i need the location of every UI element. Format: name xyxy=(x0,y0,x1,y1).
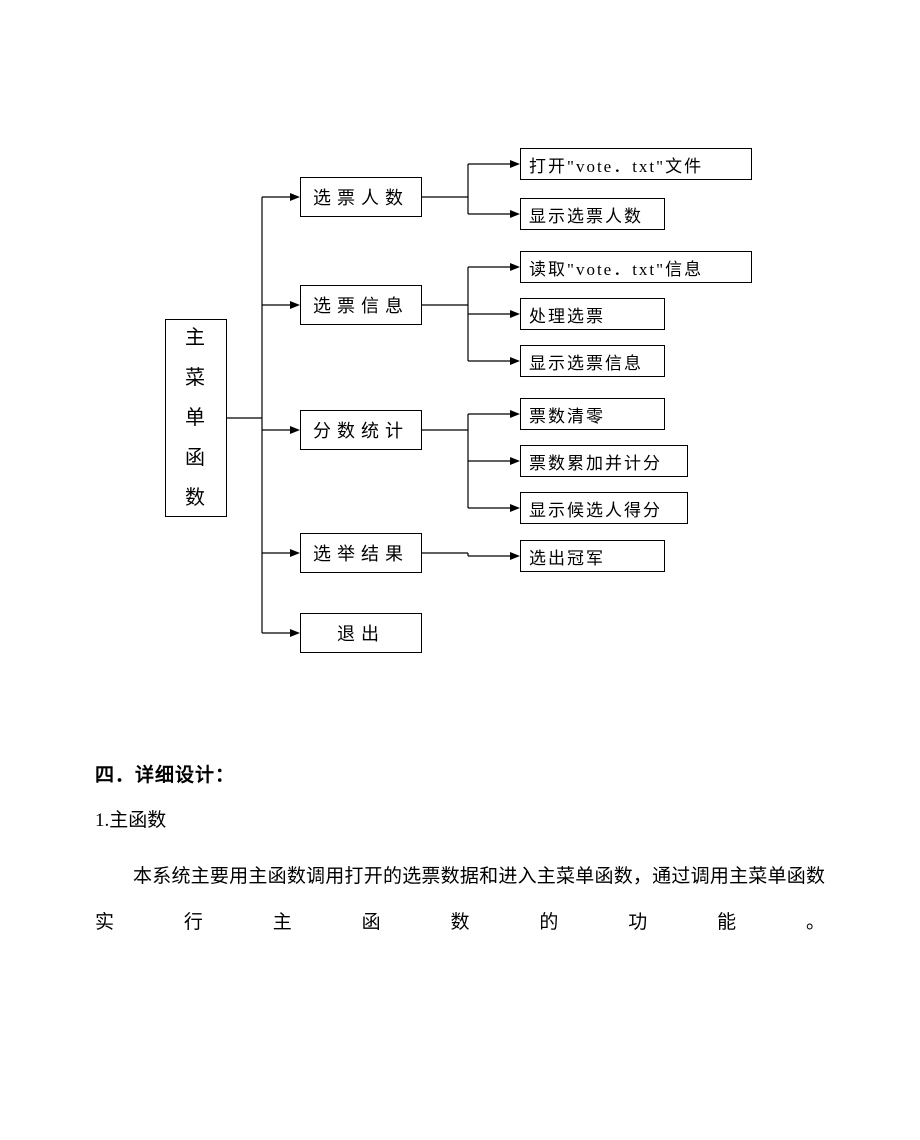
leaf-node: 显示选票人数 xyxy=(520,198,665,230)
leaf-node: 选出冠军 xyxy=(520,540,665,572)
section-title: 四．详细设计： xyxy=(95,760,825,787)
mid-node: 选票信息 xyxy=(300,285,422,325)
root-node-char: 单 xyxy=(185,398,207,438)
root-node-char: 菜 xyxy=(185,358,207,398)
leaf-node: 显示候选人得分 xyxy=(520,492,688,524)
subheading: 1.主函数 xyxy=(95,805,825,832)
hierarchy-diagram: 主菜单函数 选票人数选票信息分数统计选举结果退出 打开"vote．txt"文件显示… xyxy=(0,0,920,700)
root-node-char: 主 xyxy=(185,318,207,358)
leaf-node: 票数累加并计分 xyxy=(520,445,688,477)
mid-node: 选举结果 xyxy=(300,533,422,573)
mid-node: 分数统计 xyxy=(300,410,422,450)
leaf-node: 票数清零 xyxy=(520,398,665,430)
leaf-node: 打开"vote．txt"文件 xyxy=(520,148,752,180)
leaf-node: 读取"vote．txt"信息 xyxy=(520,251,752,283)
root-node-char: 函 xyxy=(185,438,207,478)
leaf-node: 显示选票信息 xyxy=(520,345,665,377)
edge-layer xyxy=(0,0,920,700)
mid-node: 退出 xyxy=(300,613,422,653)
paragraph: 本系统主要用主函数调用打开的选票数据和进入主菜单函数，通过调用主菜单函数实行主函… xyxy=(95,854,825,945)
root-node-char: 数 xyxy=(185,478,207,518)
leaf-node: 处理选票 xyxy=(520,298,665,330)
mid-node: 选票人数 xyxy=(300,177,422,217)
root-node: 主菜单函数 xyxy=(165,319,227,517)
